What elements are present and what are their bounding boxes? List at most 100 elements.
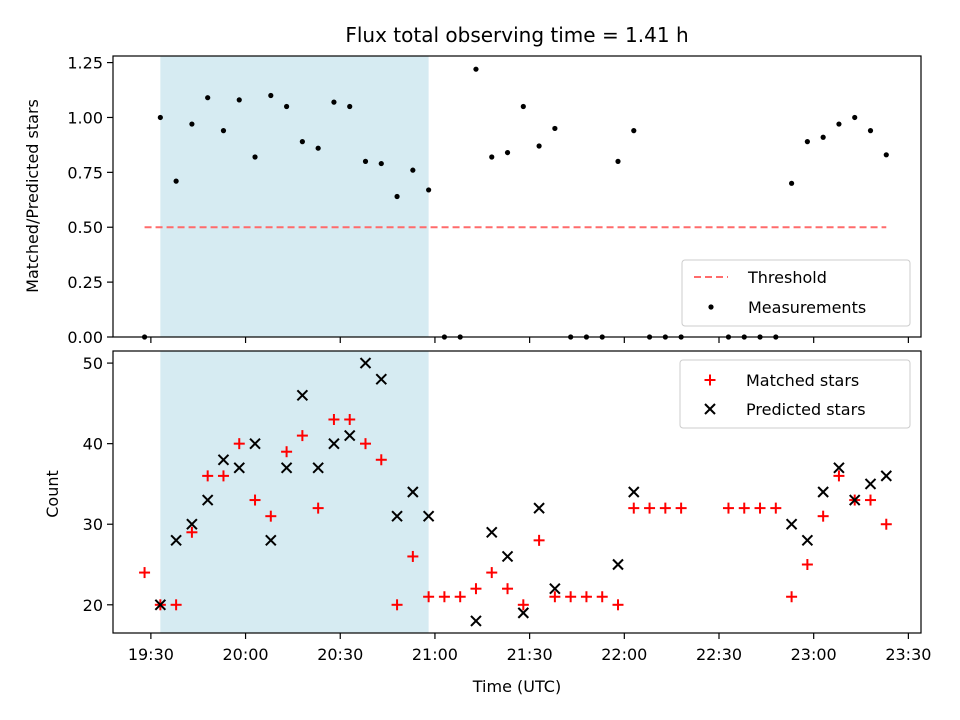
matched-stars-point bbox=[754, 502, 766, 514]
y-tick-label: 0.00 bbox=[67, 328, 103, 347]
measurement-point bbox=[299, 139, 305, 145]
ratio-y-axis-label: Matched/Predicted stars bbox=[23, 99, 42, 293]
x-tick-label: 21:00 bbox=[412, 645, 458, 664]
predicted-stars-point bbox=[785, 518, 798, 530]
count-plot-frame bbox=[112, 350, 922, 634]
legend-matched-label: Matched stars bbox=[746, 371, 859, 390]
legend-measurements-swatch bbox=[708, 304, 714, 310]
predicted-stars-point bbox=[154, 599, 167, 611]
predicted-stars-point bbox=[628, 486, 640, 498]
measurement-point bbox=[362, 158, 369, 164]
count-legend: Matched stars Predicted stars bbox=[679, 359, 911, 429]
predicted-stars-point bbox=[533, 502, 545, 514]
matched-stars-point bbox=[659, 502, 671, 514]
legend-threshold-label: Threshold bbox=[747, 268, 827, 287]
predicted-stars-point bbox=[864, 478, 877, 490]
count-marks bbox=[139, 357, 892, 627]
measurement-point bbox=[615, 158, 621, 164]
x-tick-label: 22:00 bbox=[601, 645, 647, 664]
measurement-point bbox=[331, 99, 337, 105]
y-tick-label: 0.25 bbox=[67, 273, 103, 292]
predicted-stars-point bbox=[249, 437, 261, 450]
measurement-point bbox=[489, 154, 495, 160]
matched-stars-point bbox=[470, 583, 482, 595]
predicted-stars-point bbox=[328, 437, 340, 450]
x-tick-label: 20:00 bbox=[223, 645, 269, 664]
matched-stars-point bbox=[865, 494, 876, 506]
measurement-point bbox=[536, 143, 542, 149]
predicted-stars-point bbox=[375, 373, 387, 385]
count-panel: 19:30 20:00 20:30 21:00 21:30 22:00 22:30 23:00… bbox=[43, 350, 931, 696]
matched-stars-point bbox=[454, 591, 466, 603]
measurement-point bbox=[883, 152, 889, 158]
matched-stars-point bbox=[186, 526, 198, 538]
measurement-point bbox=[552, 125, 558, 132]
measurement-point bbox=[410, 167, 416, 173]
series-matched-stars bbox=[139, 413, 892, 611]
measurement-point bbox=[205, 95, 211, 101]
measurement-point bbox=[520, 103, 526, 110]
matched-stars-point bbox=[391, 599, 403, 611]
predicted-stars-point bbox=[391, 510, 403, 522]
matched-stars-point bbox=[565, 591, 577, 603]
count-y-axis-label: Count bbox=[43, 470, 62, 518]
matched-stars-point bbox=[817, 510, 829, 522]
x-tick-label: 21:30 bbox=[507, 645, 553, 664]
predicted-stars-point bbox=[344, 429, 356, 442]
measurement-point bbox=[189, 121, 195, 127]
matched-stars-point bbox=[596, 591, 608, 603]
matched-stars-point bbox=[423, 591, 435, 603]
series-predicted-stars bbox=[154, 357, 892, 627]
predicted-stars-point bbox=[201, 494, 214, 506]
predicted-stars-point bbox=[359, 357, 372, 369]
y-tick-label: 50 bbox=[83, 354, 103, 373]
y-tick-label: 20 bbox=[83, 596, 103, 615]
matched-stars-point bbox=[612, 599, 624, 611]
matched-stars-point bbox=[628, 502, 640, 514]
matched-stars-point bbox=[360, 438, 371, 450]
matched-stars-point bbox=[249, 494, 261, 506]
predicted-stars-point bbox=[407, 486, 419, 498]
measurement-point bbox=[836, 121, 842, 127]
measurement-point bbox=[283, 103, 290, 110]
predicted-stars-point bbox=[801, 534, 814, 547]
observing-window-shade bbox=[160, 56, 429, 337]
matched-stars-point bbox=[281, 446, 293, 458]
matched-stars-point bbox=[801, 559, 813, 571]
legend-predicted-label: Predicted stars bbox=[746, 400, 866, 419]
predicted-stars-point bbox=[280, 462, 293, 474]
matched-stars-point bbox=[265, 510, 277, 522]
ratio-plot-frame bbox=[112, 55, 922, 338]
measurement-point bbox=[852, 114, 858, 121]
predicted-stars-point bbox=[486, 526, 498, 538]
matched-stars-point bbox=[233, 438, 245, 450]
x-tick-label: 22:30 bbox=[696, 645, 742, 664]
matched-stars-point bbox=[407, 550, 419, 562]
matched-stars-point bbox=[517, 599, 529, 611]
measurement-point bbox=[504, 149, 511, 156]
predicted-stars-point bbox=[422, 510, 435, 522]
measurement-point bbox=[473, 66, 479, 72]
matched-stars-point bbox=[202, 470, 214, 482]
matched-stars-point bbox=[170, 599, 182, 611]
predicted-stars-point bbox=[833, 462, 845, 474]
legend-box bbox=[679, 359, 911, 429]
matched-stars-point bbox=[880, 518, 892, 530]
measurement-point bbox=[804, 139, 810, 145]
matched-stars-point bbox=[217, 470, 229, 482]
legend-matched-swatch bbox=[704, 374, 716, 386]
matched-stars-point bbox=[644, 502, 656, 514]
matched-stars-point bbox=[502, 583, 514, 595]
predicted-stars-point bbox=[880, 470, 892, 482]
predicted-stars-point bbox=[849, 494, 861, 506]
matched-stars-point bbox=[580, 591, 592, 603]
matched-stars-point bbox=[375, 454, 387, 466]
measurement-point bbox=[631, 128, 637, 134]
measurement-point bbox=[867, 128, 874, 134]
count-x-ticks: 19:30 20:00 20:30 21:00 21:30 22:00 22:30 23:00… bbox=[128, 633, 931, 664]
measurement-point bbox=[173, 178, 179, 184]
legend-box bbox=[681, 259, 911, 327]
predicted-stars-point bbox=[612, 558, 624, 571]
predicted-stars-point bbox=[470, 615, 482, 627]
measurement-point bbox=[820, 134, 826, 140]
